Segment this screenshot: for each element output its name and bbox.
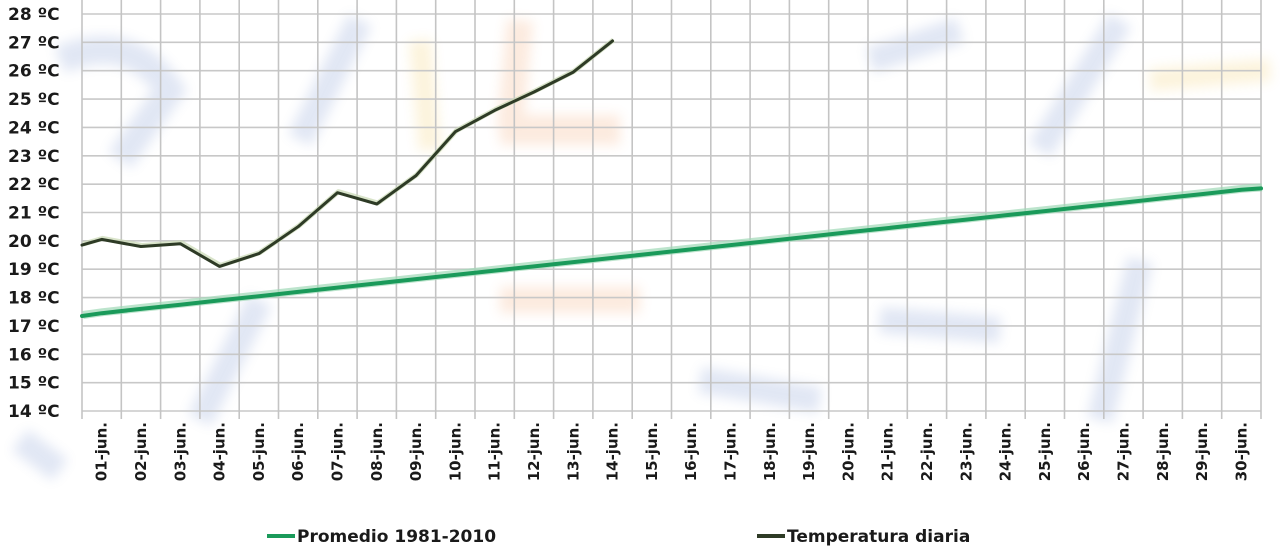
x-tick-label: 07-jun. [328, 422, 346, 481]
chart-legend: Promedio 1981-2010 Temperatura diaria [267, 527, 970, 547]
x-tick-label: 22-jun. [918, 422, 936, 481]
x-tick-label: 10-jun. [446, 422, 464, 481]
y-tick-label: 15 ºC [8, 374, 60, 394]
x-tick-label: 16-jun. [682, 422, 700, 481]
x-tick-label: 14-jun. [604, 422, 622, 481]
y-tick-label: 19 ºC [8, 260, 60, 280]
x-tick-label: 08-jun. [368, 422, 386, 481]
series-line-temperatura-diaria [80, 39, 614, 268]
x-tick-label: 18-jun. [761, 422, 779, 481]
y-tick-label: 14 ºC [8, 402, 60, 422]
y-tick-label: 18 ºC [8, 289, 60, 309]
legend-item-temperatura-diaria: Temperatura diaria [757, 527, 970, 547]
chart-series [80, 37, 1263, 319]
legend-item-promedio: Promedio 1981-2010 [267, 527, 496, 547]
x-tick-label: 03-jun. [171, 422, 189, 481]
x-tick-label: 30-jun. [1232, 422, 1250, 481]
x-tick-label: 09-jun. [407, 422, 425, 481]
y-tick-label: 28 ºC [8, 5, 60, 25]
x-tick-label: 12-jun. [525, 422, 543, 481]
y-tick-label: 16 ºC [8, 345, 60, 365]
chart-grid [81, 0, 1262, 419]
x-tick-label: 13-jun. [564, 422, 582, 481]
x-tick-label: 04-jun. [211, 422, 229, 481]
y-tick-label: 23 ºC [8, 147, 60, 167]
y-axis-labels: 14 ºC 15 ºC 16 ºC 17 ºC 18 ºC 19 ºC 20 ºC 21 ºC… [8, 5, 60, 422]
x-tick-label: 27-jun. [1114, 422, 1132, 481]
x-tick-label: 01-jun. [93, 422, 111, 481]
y-tick-label: 24 ºC [8, 118, 60, 138]
y-tick-label: 27 ºC [8, 33, 60, 53]
y-tick-label: 22 ºC [8, 175, 60, 195]
x-tick-label: 11-jun. [486, 422, 504, 481]
x-tick-label: 28-jun. [1154, 422, 1172, 481]
x-tick-label: 25-jun. [1036, 422, 1054, 481]
x-tick-label: 02-jun. [132, 422, 150, 481]
x-tick-label: 15-jun. [643, 422, 661, 481]
y-tick-label: 17 ºC [8, 317, 60, 337]
watermark-logo [12, 13, 1271, 481]
y-tick-label: 20 ºC [8, 232, 60, 252]
legend-label: Promedio 1981-2010 [297, 527, 496, 547]
legend-label: Temperatura diaria [787, 527, 970, 547]
x-tick-label: 06-jun. [289, 422, 307, 481]
x-tick-label: 24-jun. [997, 422, 1015, 481]
series-line-promedio [80, 186, 1263, 318]
x-tick-label: 23-jun. [957, 422, 975, 481]
x-tick-label: 29-jun. [1193, 422, 1211, 481]
x-tick-label: 26-jun. [1075, 422, 1093, 481]
x-tick-label: 05-jun. [250, 422, 268, 481]
x-tick-label: 20-jun. [839, 422, 857, 481]
y-tick-label: 21 ºC [8, 204, 60, 224]
x-tick-label: 21-jun. [879, 422, 897, 481]
y-tick-label: 26 ºC [8, 62, 60, 82]
x-tick-label: 19-jun. [800, 422, 818, 481]
x-axis-labels: 01-jun. 02-jun. 03-jun. 04-jun. 05-jun. 06-ju… [93, 422, 1251, 481]
y-tick-label: 25 ºC [8, 90, 60, 110]
x-tick-label: 17-jun. [721, 422, 739, 481]
